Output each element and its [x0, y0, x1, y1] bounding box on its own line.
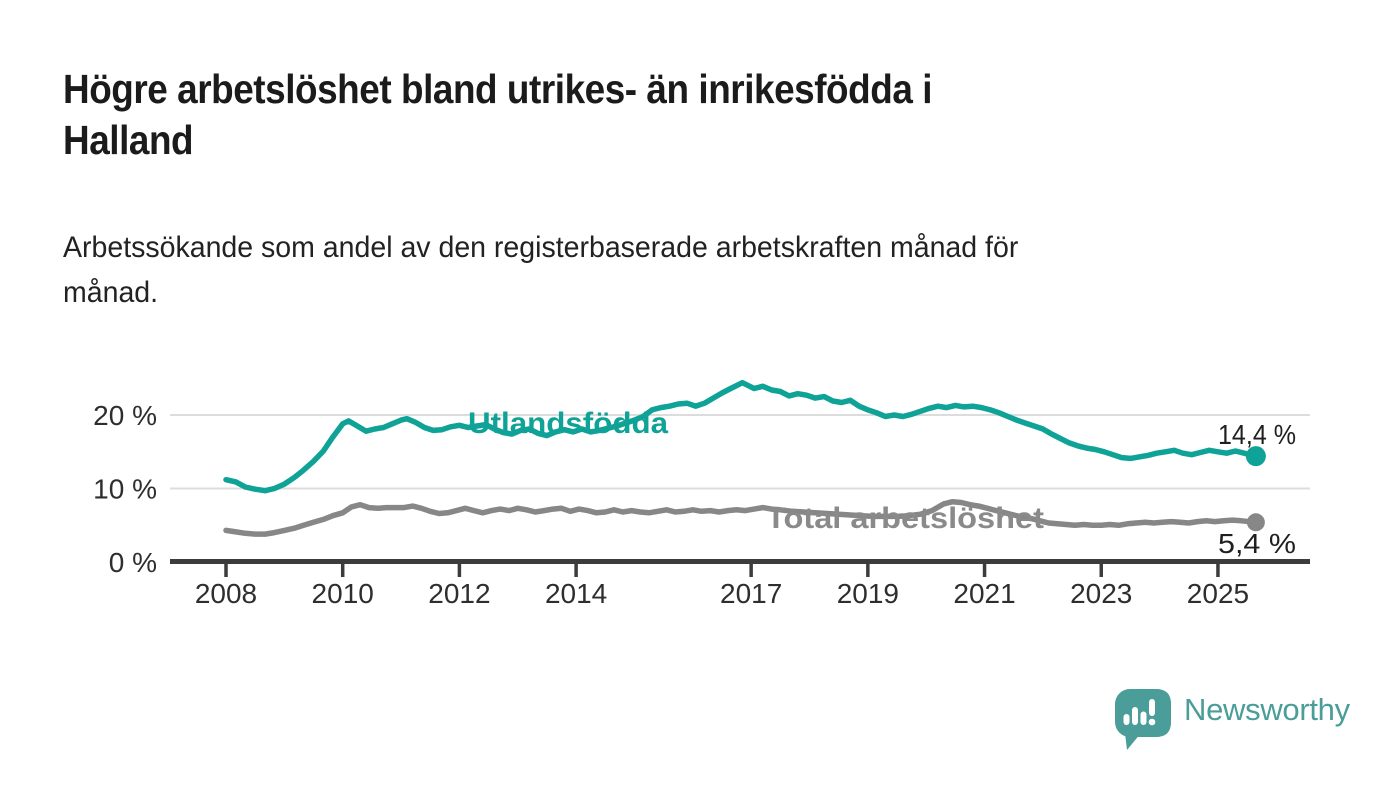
x-tick-label-2010: 2010	[312, 578, 374, 609]
chart-subtitle-line-2: månad.	[63, 276, 159, 309]
series-end-dot-utlandsfodda	[1245, 446, 1266, 467]
series-line-utlandsfodda	[223, 379, 1259, 494]
y-tick-label-10: 10 %	[93, 474, 157, 505]
page-title-line-1: Högre arbetslöshet bland utrikes- än inr…	[63, 66, 932, 112]
end-value-label-total-arbetsloshet: 5,4 %	[1218, 528, 1296, 559]
chart-subtitle: Arbetssökande som andel av den registerb…	[63, 225, 1298, 315]
end-value-label-utlandsfodda: 14,4 %	[1218, 419, 1296, 450]
series-label-utlandsfodda: Utlandsfödda	[468, 407, 668, 440]
x-tick-label-2012: 2012	[428, 578, 490, 609]
newsworthy-logo: Newsworthy	[1113, 687, 1350, 751]
series-label-total-arbetsloshet: Total arbetslöshet	[766, 502, 1044, 535]
x-tick-label-2021: 2021	[953, 578, 1015, 609]
series-end-dot-total-arbetsloshet	[1246, 513, 1265, 532]
page-title-line-2: Halland	[63, 117, 194, 163]
newsworthy-logo-text: Newsworthy	[1184, 692, 1350, 727]
x-tick-label-2023: 2023	[1070, 578, 1132, 609]
y-tick-label-20: 20 %	[93, 400, 157, 431]
x-tick-label-2008: 2008	[195, 578, 257, 609]
y-tick-label-0: 0 %	[109, 547, 157, 578]
x-tick-label-2019: 2019	[837, 578, 899, 609]
x-tick-label-2014: 2014	[545, 578, 607, 609]
page-title: Högre arbetslöshet bland utrikes- än inr…	[63, 64, 1197, 166]
series-line-total-arbetsloshet	[223, 498, 1259, 537]
newsworthy-logo-icon	[1115, 689, 1171, 750]
x-tick-label-2017: 2017	[720, 578, 782, 609]
chart-subtitle-line-1: Arbetssökande som andel av den registerb…	[63, 231, 1019, 264]
x-tick-label-2025: 2025	[1187, 578, 1249, 609]
